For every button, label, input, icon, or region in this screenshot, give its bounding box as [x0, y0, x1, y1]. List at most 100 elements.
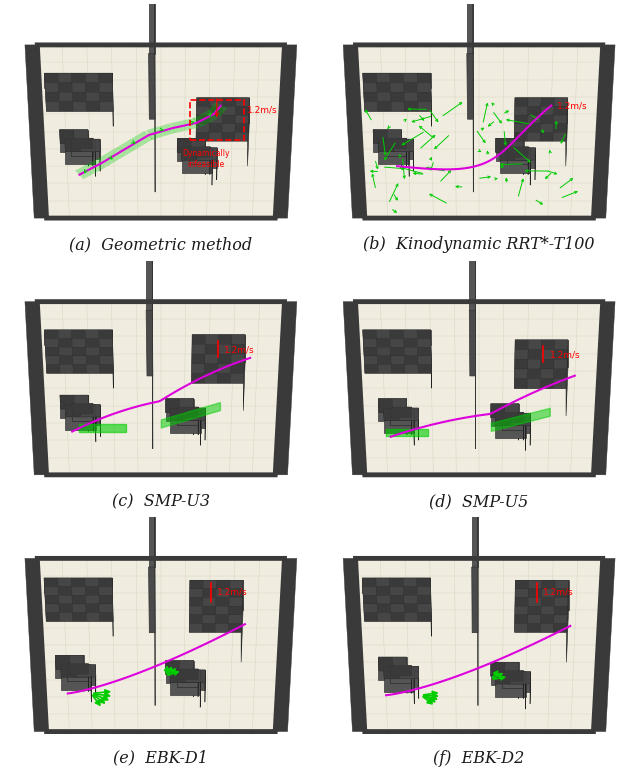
- Polygon shape: [502, 671, 524, 681]
- Polygon shape: [59, 93, 73, 102]
- Polygon shape: [541, 107, 554, 115]
- Polygon shape: [229, 589, 243, 598]
- Polygon shape: [467, 54, 474, 119]
- Polygon shape: [364, 612, 378, 622]
- Polygon shape: [177, 138, 205, 161]
- Polygon shape: [507, 413, 519, 426]
- Polygon shape: [515, 580, 568, 633]
- Polygon shape: [46, 612, 60, 622]
- Polygon shape: [177, 669, 198, 679]
- Polygon shape: [512, 148, 524, 160]
- Text: 1.2m/s: 1.2m/s: [550, 351, 580, 359]
- Polygon shape: [205, 148, 217, 160]
- Polygon shape: [378, 612, 391, 622]
- Polygon shape: [541, 349, 554, 359]
- Polygon shape: [45, 93, 60, 102]
- Polygon shape: [373, 130, 402, 144]
- Polygon shape: [76, 139, 100, 159]
- Polygon shape: [204, 373, 218, 384]
- Polygon shape: [554, 107, 567, 115]
- Polygon shape: [540, 124, 554, 132]
- Polygon shape: [205, 335, 219, 345]
- Polygon shape: [541, 589, 555, 598]
- Polygon shape: [84, 664, 96, 677]
- Polygon shape: [99, 93, 113, 102]
- Polygon shape: [417, 578, 431, 587]
- Text: (c)  SMP-U3: (c) SMP-U3: [112, 493, 210, 510]
- Polygon shape: [86, 93, 100, 102]
- Text: 1.2m/s: 1.2m/s: [543, 588, 573, 597]
- Polygon shape: [275, 302, 297, 475]
- Polygon shape: [182, 148, 212, 173]
- Polygon shape: [363, 330, 377, 338]
- Polygon shape: [193, 670, 205, 682]
- Polygon shape: [44, 330, 113, 373]
- Polygon shape: [417, 330, 431, 338]
- Polygon shape: [192, 335, 205, 345]
- Polygon shape: [56, 655, 84, 678]
- Polygon shape: [378, 139, 409, 152]
- Polygon shape: [192, 335, 245, 363]
- Polygon shape: [502, 412, 524, 429]
- Polygon shape: [404, 365, 418, 373]
- Polygon shape: [59, 604, 73, 612]
- Polygon shape: [179, 661, 194, 675]
- Polygon shape: [383, 667, 414, 678]
- Polygon shape: [218, 364, 231, 373]
- Polygon shape: [44, 578, 58, 587]
- Polygon shape: [390, 139, 413, 159]
- Polygon shape: [364, 604, 378, 612]
- Polygon shape: [383, 667, 414, 692]
- Polygon shape: [99, 595, 113, 604]
- Polygon shape: [469, 237, 476, 310]
- Polygon shape: [230, 364, 244, 373]
- Polygon shape: [343, 45, 365, 218]
- Polygon shape: [275, 45, 297, 218]
- Polygon shape: [515, 98, 528, 107]
- Polygon shape: [356, 559, 603, 731]
- Polygon shape: [231, 345, 244, 354]
- Polygon shape: [76, 139, 88, 151]
- Polygon shape: [385, 138, 406, 149]
- Polygon shape: [191, 138, 205, 152]
- Polygon shape: [554, 349, 568, 359]
- Polygon shape: [193, 408, 205, 420]
- Polygon shape: [86, 356, 100, 365]
- Polygon shape: [395, 408, 419, 420]
- Polygon shape: [85, 587, 99, 595]
- Polygon shape: [148, 0, 155, 54]
- Polygon shape: [391, 356, 404, 365]
- Polygon shape: [404, 338, 417, 347]
- Polygon shape: [112, 578, 113, 636]
- Polygon shape: [85, 73, 99, 82]
- Text: Dynamically
infeasible: Dynamically infeasible: [182, 149, 230, 169]
- Polygon shape: [72, 347, 86, 356]
- Polygon shape: [390, 665, 412, 676]
- Polygon shape: [170, 408, 186, 420]
- Polygon shape: [60, 395, 88, 418]
- Polygon shape: [377, 93, 391, 102]
- Polygon shape: [541, 340, 555, 349]
- Polygon shape: [191, 373, 205, 384]
- Polygon shape: [515, 132, 527, 141]
- Polygon shape: [191, 364, 205, 373]
- Polygon shape: [85, 330, 99, 338]
- Polygon shape: [72, 73, 86, 82]
- Polygon shape: [528, 98, 541, 107]
- Polygon shape: [507, 413, 531, 433]
- Polygon shape: [71, 578, 85, 587]
- Polygon shape: [376, 330, 390, 338]
- Polygon shape: [177, 407, 198, 418]
- Polygon shape: [469, 310, 476, 376]
- Polygon shape: [230, 373, 244, 384]
- Polygon shape: [98, 145, 130, 166]
- Polygon shape: [510, 413, 525, 426]
- Polygon shape: [196, 115, 209, 124]
- Polygon shape: [527, 379, 540, 388]
- Polygon shape: [385, 138, 406, 156]
- Polygon shape: [58, 330, 72, 338]
- Polygon shape: [467, 0, 473, 54]
- Polygon shape: [528, 340, 541, 349]
- Polygon shape: [196, 98, 249, 141]
- Polygon shape: [528, 606, 541, 615]
